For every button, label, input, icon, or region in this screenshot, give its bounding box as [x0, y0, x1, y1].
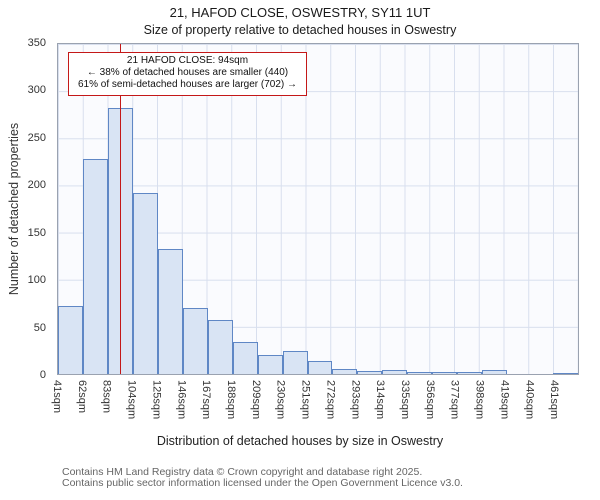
bar-377sqm	[457, 372, 483, 374]
x-tick-label: 146sqm	[175, 380, 188, 420]
x-tick-label: 335sqm	[399, 380, 411, 420]
bar-167sqm	[207, 320, 233, 374]
x-tick-label: 62sqm	[75, 380, 88, 414]
x-tick-label: 419sqm	[498, 380, 511, 420]
annotation-line: 21 HAFOD CLOSE: 94sqm	[126, 55, 249, 66]
y-tick-label: 250	[27, 131, 46, 144]
bar-251sqm	[307, 360, 333, 374]
y-tick-label: 100	[27, 274, 46, 287]
x-tick-label: 125sqm	[150, 380, 163, 420]
bar-398sqm	[482, 370, 508, 374]
x-tick-label: 377sqm	[448, 380, 461, 420]
x-tick-label: 440sqm	[523, 380, 536, 420]
bar-83sqm	[107, 108, 133, 374]
x-tick-label: 398sqm	[473, 380, 486, 420]
x-axis-tick-labels: 41sqm 62sqm 83sqm 104sqm 125sqm 146sqm 167sqm 1…	[51, 378, 579, 432]
x-tick-label: 356sqm	[423, 380, 436, 420]
bar-356sqm	[432, 372, 458, 374]
property-size-marker-line	[120, 44, 122, 374]
x-tick-label: 41sqm	[51, 380, 63, 414]
y-tick-label: 50	[33, 321, 46, 334]
y-tick-label: 300	[27, 84, 46, 97]
x-tick-label: 314sqm	[374, 380, 387, 420]
footer-attribution-line1: Contains HM Land Registry data © Crown c…	[62, 466, 423, 478]
x-tick-label: 167sqm	[200, 380, 213, 420]
annotation-line: 61% of semi-detached houses are larger (…	[78, 79, 298, 91]
bar-41sqm	[58, 306, 83, 374]
plot-area: 21 HAFOD CLOSE: 94sqm ← 38% of detached h…	[57, 43, 579, 375]
x-axis-label: Distribution of detached houses by size …	[156, 434, 444, 448]
bar-230sqm	[282, 351, 308, 374]
bar-188sqm	[232, 341, 258, 374]
y-axis-tick-labels: 0 50 100 150 200 250 300 350	[0, 37, 52, 381]
chart-title: 21, HAFOD CLOSE, OSWESTRY, SY11 1UT	[169, 5, 431, 20]
bar-293sqm	[357, 371, 383, 374]
y-tick-label: 200	[27, 179, 46, 192]
x-tick-label: 209sqm	[249, 380, 262, 420]
bar-335sqm	[407, 372, 433, 374]
bar-272sqm	[332, 369, 358, 374]
bar-125sqm	[157, 248, 183, 374]
y-tick-label: 150	[27, 226, 46, 239]
bar-461sqm	[553, 373, 579, 374]
x-tick-label: 272sqm	[324, 380, 337, 420]
histogram-bars	[58, 44, 579, 374]
x-tick-label: 293sqm	[349, 380, 362, 420]
x-tick-label: 461sqm	[548, 380, 561, 420]
y-tick-label: 350	[27, 37, 46, 49]
bar-314sqm	[382, 370, 408, 374]
x-tick-label: 251sqm	[299, 380, 312, 420]
y-tick-label: 0	[39, 369, 46, 381]
annotation-line: ← 38% of detached houses are smaller (44…	[86, 67, 289, 79]
bar-62sqm	[82, 159, 108, 374]
x-tick-label: 104sqm	[125, 380, 138, 420]
x-tick-label: 83sqm	[100, 380, 113, 414]
bar-209sqm	[257, 355, 283, 374]
x-tick-label: 188sqm	[225, 380, 237, 420]
bar-104sqm	[132, 192, 158, 374]
chart-subtitle: Size of property relative to detached ho…	[143, 23, 457, 37]
footer-attribution-line2: Contains public sector information licen…	[62, 477, 463, 489]
bar-146sqm	[182, 308, 208, 374]
annotation-box: 21 HAFOD CLOSE: 94sqm ← 38% of detached h…	[68, 52, 308, 96]
x-tick-label: 230sqm	[274, 380, 287, 420]
